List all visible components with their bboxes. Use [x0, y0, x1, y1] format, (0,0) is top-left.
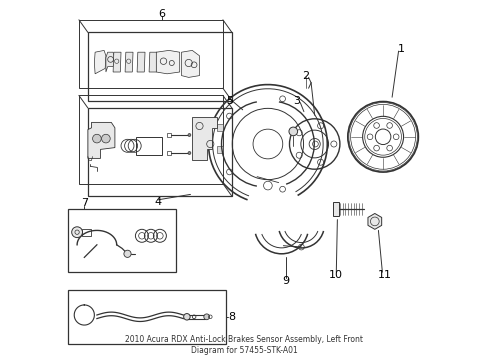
Bar: [88, 32, 231, 101]
Polygon shape: [113, 52, 121, 72]
Polygon shape: [217, 124, 223, 131]
Text: 6: 6: [158, 9, 165, 19]
Polygon shape: [125, 52, 133, 72]
Text: 11: 11: [377, 270, 391, 280]
Circle shape: [183, 314, 190, 320]
Polygon shape: [156, 50, 179, 74]
Circle shape: [187, 152, 190, 154]
Text: 2010 Acura RDX Anti-Lock Brakes Sensor Assembly, Left Front
Diagram for 57455-ST: 2010 Acura RDX Anti-Lock Brakes Sensor A…: [125, 335, 363, 355]
Circle shape: [102, 134, 110, 143]
Circle shape: [72, 227, 82, 238]
Text: 5: 5: [226, 96, 233, 106]
Bar: [68, 209, 176, 272]
Text: 3: 3: [293, 96, 300, 106]
Polygon shape: [94, 50, 106, 74]
Circle shape: [203, 314, 209, 320]
Bar: [79, 95, 223, 184]
Bar: [167, 151, 171, 155]
Polygon shape: [367, 213, 381, 229]
Bar: [332, 202, 339, 216]
Circle shape: [92, 134, 101, 143]
Text: 4: 4: [154, 197, 162, 207]
Polygon shape: [88, 122, 115, 158]
Polygon shape: [137, 52, 145, 72]
Text: 10: 10: [328, 270, 343, 280]
Text: 1: 1: [397, 44, 404, 54]
Text: 2: 2: [302, 71, 308, 81]
Bar: [136, 137, 162, 155]
Text: 8: 8: [228, 312, 235, 322]
Bar: [79, 20, 223, 88]
Bar: [68, 290, 226, 344]
Circle shape: [123, 250, 131, 257]
Polygon shape: [181, 50, 199, 77]
Polygon shape: [217, 146, 223, 153]
Text: 7: 7: [81, 198, 88, 208]
Bar: [167, 133, 171, 137]
Polygon shape: [149, 52, 157, 72]
Circle shape: [288, 127, 297, 136]
Text: 9: 9: [282, 276, 289, 286]
Polygon shape: [106, 52, 115, 72]
Polygon shape: [192, 117, 217, 160]
Bar: [88, 108, 231, 196]
Bar: [81, 229, 91, 236]
Circle shape: [187, 134, 190, 136]
